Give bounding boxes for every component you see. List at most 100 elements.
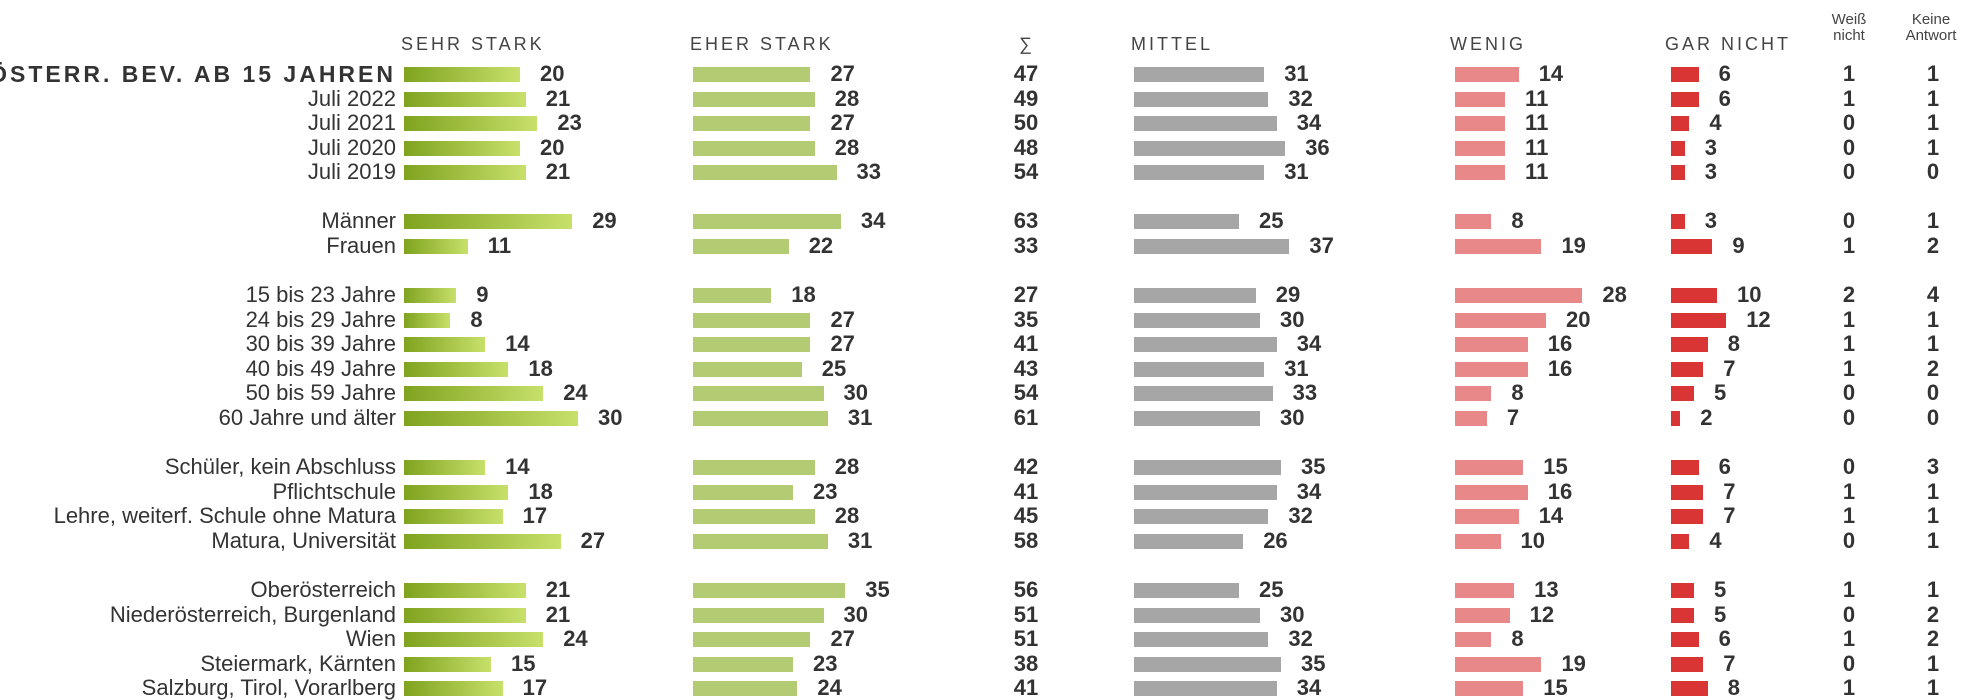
value-weiss-nicht: 1 <box>1842 331 1856 356</box>
bar-sehr-stark <box>404 386 544 401</box>
value-weiss-nicht: 1 <box>1842 503 1856 528</box>
value-label-wenig: 28 <box>1602 282 1627 307</box>
bar-mittel <box>1134 485 1277 500</box>
bar-sehr-stark <box>404 362 509 377</box>
bar-sehr-stark <box>404 313 451 328</box>
value-sum: 38 <box>1013 651 1039 676</box>
value-label-gar-nicht: 4 <box>1709 110 1722 135</box>
bar-sehr-stark <box>404 411 578 426</box>
bar-gar-nicht <box>1671 165 1685 180</box>
header-gar-nicht: GAR NICHT <box>1665 34 1791 54</box>
value-keine-antwort: 1 <box>1926 331 1940 356</box>
value-label-wenig: 15 <box>1543 454 1568 479</box>
bar-eher-stark <box>693 214 841 229</box>
bar-mittel <box>1134 583 1239 598</box>
value-keine-antwort: 0 <box>1926 159 1940 184</box>
row-label: Frauen <box>326 233 396 258</box>
bar-mittel <box>1134 313 1260 328</box>
value-keine-antwort: 1 <box>1926 479 1940 504</box>
value-label-wenig: 10 <box>1520 528 1545 553</box>
bar-sehr-stark <box>404 165 526 180</box>
value-label-sehr-stark: 21 <box>545 86 571 111</box>
value-sum: 61 <box>1013 405 1039 430</box>
value-sum: 51 <box>1013 602 1039 627</box>
value-label-gar-nicht: 4 <box>1709 528 1722 553</box>
row-label: 40 bis 49 Jahre <box>245 356 396 381</box>
value-sum: 54 <box>1013 159 1039 184</box>
bar-eher-stark <box>693 165 837 180</box>
value-sum: 50 <box>1013 110 1039 135</box>
value-label-eher-stark: 25 <box>821 356 847 381</box>
row-label: Juli 2020 <box>307 135 396 160</box>
bar-sehr-stark <box>404 608 526 623</box>
bar-wenig <box>1455 608 1510 623</box>
value-keine-antwort: 1 <box>1926 651 1940 676</box>
bar-gar-nicht <box>1671 313 1727 328</box>
bar-gar-nicht <box>1671 657 1704 672</box>
bar-wenig <box>1455 657 1542 672</box>
value-label-eher-stark: 28 <box>834 503 860 528</box>
row-label: 30 bis 39 Jahre <box>245 331 396 356</box>
bar-wenig <box>1455 509 1519 524</box>
bar-wenig <box>1455 141 1506 156</box>
value-label-eher-stark: 27 <box>830 61 855 86</box>
value-label-mittel: 32 <box>1288 503 1313 528</box>
value-label-eher-stark: 27 <box>830 307 855 332</box>
value-sum: 49 <box>1013 86 1039 111</box>
bar-gar-nicht <box>1671 608 1694 623</box>
value-keine-antwort: 1 <box>1926 135 1940 160</box>
bar-wenig <box>1455 460 1524 475</box>
value-label-gar-nicht: 6 <box>1718 626 1731 651</box>
bar-eher-stark <box>693 509 815 524</box>
bar-sehr-stark <box>404 141 520 156</box>
bar-eher-stark <box>693 632 811 647</box>
header-sum: ∑ <box>1019 34 1035 54</box>
bar-mittel <box>1134 386 1273 401</box>
bar-sehr-stark <box>404 534 561 549</box>
bar-gar-nicht <box>1671 460 1699 475</box>
bar-mittel <box>1134 337 1277 352</box>
header-wenig: WENIG <box>1450 34 1526 54</box>
bar-wenig <box>1455 485 1528 500</box>
value-label-mittel: 25 <box>1259 577 1284 602</box>
value-label-eher-stark: 31 <box>847 528 873 553</box>
row-label: Männer <box>321 208 396 233</box>
value-label-gar-nicht: 3 <box>1704 135 1718 160</box>
value-keine-antwort: 1 <box>1926 675 1940 700</box>
value-label-sehr-stark: 17 <box>522 503 548 528</box>
bar-mittel <box>1134 681 1277 696</box>
value-weiss-nicht: 0 <box>1842 380 1856 405</box>
value-sum: 33 <box>1013 233 1039 258</box>
bar-wenig <box>1455 67 1519 82</box>
bar-mittel <box>1134 288 1256 303</box>
value-keine-antwort: 1 <box>1926 577 1940 602</box>
value-label-mittel: 25 <box>1259 208 1284 233</box>
value-label-eher-stark: 28 <box>834 135 860 160</box>
bar-eher-stark <box>693 485 794 500</box>
value-label-gar-nicht: 9 <box>1732 233 1745 258</box>
value-label-sehr-stark: 21 <box>545 577 571 602</box>
value-label-sehr-stark: 21 <box>545 159 571 184</box>
value-label-mittel: 34 <box>1296 479 1322 504</box>
bar-mittel <box>1134 632 1269 647</box>
bar-wenig <box>1455 116 1506 131</box>
value-weiss-nicht: 1 <box>1842 356 1856 381</box>
bar-eher-stark <box>693 313 811 328</box>
value-keine-antwort: 1 <box>1926 528 1940 553</box>
value-label-sehr-stark: 29 <box>592 208 617 233</box>
value-label-sehr-stark: 17 <box>522 675 548 700</box>
row-label: Juli 2021 <box>307 110 396 135</box>
value-label-wenig: 16 <box>1547 331 1573 356</box>
value-keine-antwort: 2 <box>1926 356 1940 381</box>
value-label-eher-stark: 35 <box>865 577 890 602</box>
value-label-eher-stark: 30 <box>843 380 868 405</box>
value-label-wenig: 7 <box>1506 405 1520 430</box>
bar-sehr-stark <box>404 509 503 524</box>
row-label: ÖSTERR. BEV. AB 15 JAHREN <box>0 61 396 87</box>
value-label-sehr-stark: 21 <box>545 602 571 627</box>
bar-sehr-stark <box>404 485 509 500</box>
value-sum: 42 <box>1013 454 1039 479</box>
value-keine-antwort: 1 <box>1926 208 1940 233</box>
bar-sehr-stark <box>404 214 573 229</box>
